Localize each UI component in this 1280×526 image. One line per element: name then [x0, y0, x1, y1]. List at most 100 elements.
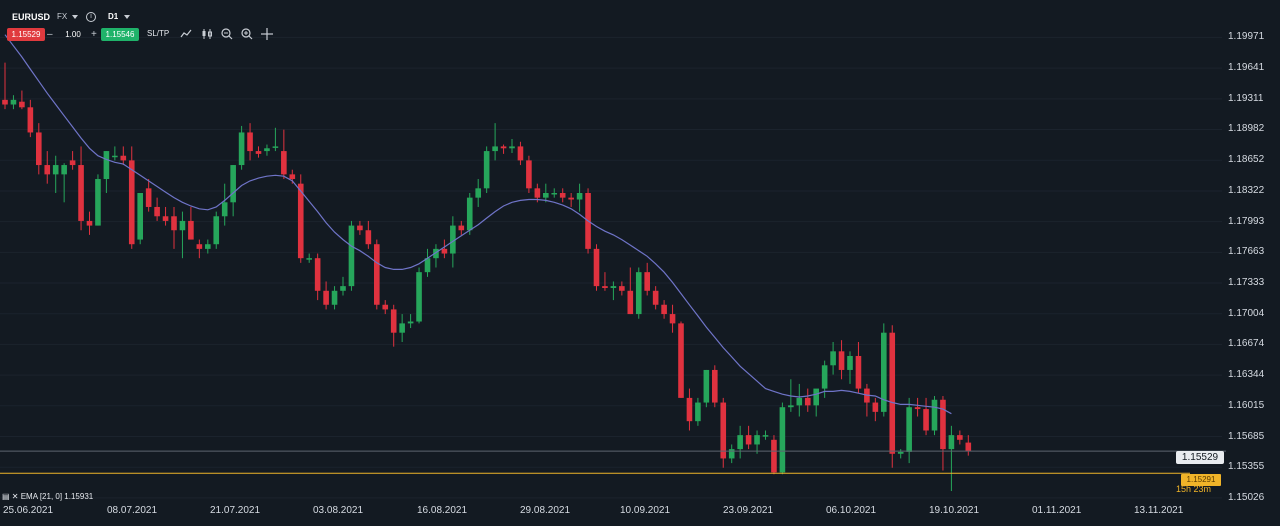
time-axis-label: 10.09.2021 — [620, 505, 671, 516]
bull-candle — [348, 220, 355, 291]
candle-body — [103, 151, 110, 180]
info-icon[interactable]: i — [86, 12, 96, 22]
bear-candle — [323, 281, 329, 310]
price-axis-label: 1.17663 — [1228, 246, 1265, 258]
bear-candle — [500, 144, 507, 154]
bear-candle — [154, 197, 160, 221]
bear-candle — [281, 129, 287, 180]
quantity-field[interactable]: 1.00 — [65, 30, 81, 39]
bear-candle — [914, 397, 921, 417]
market-dropdown-caret-icon[interactable] — [72, 15, 78, 19]
candle-body — [10, 99, 17, 105]
candle-body — [44, 165, 51, 175]
sell-button[interactable]: 1.15529 — [7, 28, 45, 41]
candle-body — [526, 160, 532, 189]
candle-body — [230, 165, 236, 203]
candle-body — [27, 107, 34, 133]
bear-candle — [128, 146, 135, 249]
candle-body — [314, 258, 321, 291]
bear-candle — [771, 435, 777, 475]
symbol-label[interactable]: EURUSD — [12, 12, 51, 22]
candle-body — [686, 397, 693, 422]
time-axis-label: 25.06.2021 — [3, 505, 54, 516]
time-axis-label: 06.10.2021 — [826, 505, 877, 516]
bear-candle — [644, 262, 650, 296]
bear-candle — [712, 365, 718, 408]
alert-price-tag[interactable]: 1.15291 — [1181, 474, 1221, 486]
candle-body — [534, 188, 541, 198]
candle-body — [112, 155, 118, 158]
bear-candle — [619, 281, 625, 296]
sl-tp-button[interactable]: SL/TP — [147, 29, 170, 38]
ema-legend[interactable]: ▤ ✕ EMA [21, 0] 1.15931 — [2, 492, 93, 501]
candle-body — [450, 225, 456, 254]
bear-candle — [120, 146, 127, 166]
bull-candle — [112, 146, 118, 161]
candle-body — [61, 165, 67, 175]
candle-body — [712, 369, 718, 403]
bear-candle — [247, 123, 253, 161]
bear-candle — [517, 141, 524, 166]
candle-body — [441, 248, 448, 254]
price-axis-label: 1.19311 — [1228, 92, 1264, 104]
candle-body — [923, 409, 929, 431]
bear-candle — [78, 146, 84, 231]
bull-candle — [931, 396, 938, 436]
bull-candle — [813, 388, 819, 417]
candle-body — [551, 192, 558, 195]
price-axis-label: 1.17333 — [1228, 277, 1265, 289]
candle-body — [247, 132, 253, 152]
bull-candle — [728, 444, 735, 464]
candle-body — [365, 230, 372, 245]
buy-button[interactable]: 1.15546 — [101, 28, 139, 41]
indicator-settings-icon[interactable]: ▤ ✕ — [2, 492, 19, 501]
candle-body — [357, 225, 363, 231]
zoom-out-icon[interactable] — [220, 27, 234, 41]
candle-countdown: 15h 23m — [1176, 484, 1212, 494]
candle-body — [179, 220, 186, 231]
candle-body — [458, 225, 465, 231]
bear-candle — [602, 272, 608, 291]
bull-candle — [830, 342, 836, 375]
line-chart-icon[interactable] — [179, 27, 193, 41]
bull-candle — [416, 267, 422, 324]
candle-body — [745, 435, 752, 445]
bull-candle — [635, 267, 642, 319]
bull-candle — [238, 125, 245, 170]
zoom-in-icon[interactable] — [240, 27, 254, 41]
bull-candle — [399, 314, 405, 343]
candle-body — [661, 304, 667, 315]
candle-body — [466, 197, 473, 231]
bear-candle — [864, 383, 870, 417]
price-axis-label: 1.16015 — [1228, 399, 1265, 411]
price-axis-label: 1.16674 — [1228, 338, 1265, 350]
crosshair-move-icon[interactable] — [260, 27, 274, 41]
candle-body — [568, 197, 574, 200]
candle-body — [2, 99, 8, 105]
candle-body — [306, 258, 312, 260]
candle-body — [559, 192, 566, 198]
price-axis-label: 1.16344 — [1228, 369, 1265, 381]
bull-candle — [897, 449, 904, 459]
candles-icon[interactable] — [200, 27, 214, 41]
timeframe-label[interactable]: D1 — [108, 12, 119, 21]
bull-candle — [433, 244, 439, 268]
candle-body — [407, 321, 414, 324]
candle-body — [906, 407, 912, 452]
bull-candle — [610, 281, 617, 301]
candle-body — [374, 244, 380, 305]
bear-candle — [838, 340, 845, 380]
bull-candle — [737, 425, 743, 459]
bull-candle — [264, 144, 270, 156]
candle-body — [19, 101, 25, 108]
market-label[interactable]: FX — [57, 12, 68, 21]
bull-candle — [424, 248, 431, 277]
bull-candle — [492, 123, 498, 161]
quantity-increase-button[interactable]: + — [91, 29, 97, 40]
bear-candle — [526, 155, 532, 193]
bear-candle — [855, 342, 862, 394]
timeframe-dropdown-caret-icon[interactable] — [124, 15, 130, 19]
quantity-decrease-button[interactable]: – — [47, 29, 53, 40]
candle-body — [289, 174, 296, 180]
